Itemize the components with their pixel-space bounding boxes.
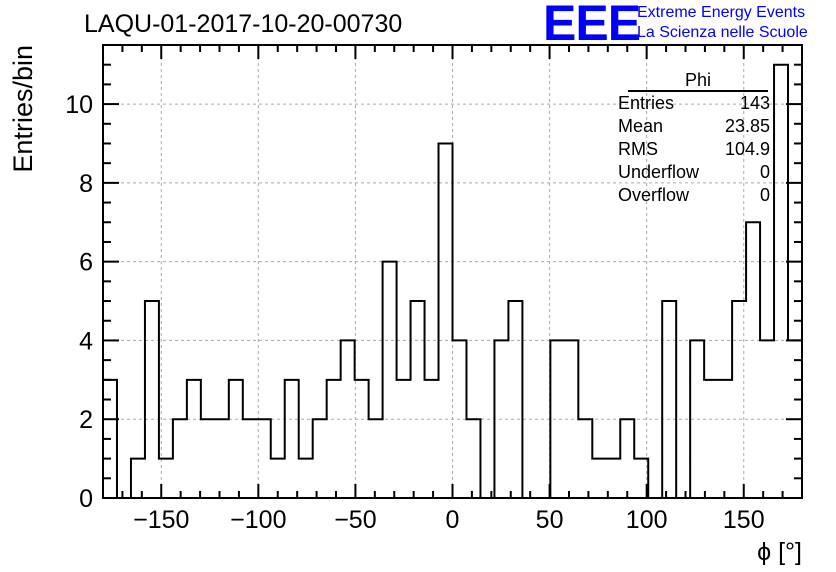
stats-row-underflow: Underflow 0: [610, 161, 778, 184]
histogram-bin: [662, 301, 676, 498]
histogram-bin: [327, 380, 341, 498]
stats-row-mean: Mean 23.85: [610, 115, 778, 138]
stats-label: RMS: [618, 139, 658, 159]
x-tick-label: 0: [446, 506, 460, 534]
histogram-bin: [704, 380, 718, 498]
histogram-bin: [397, 380, 411, 498]
x-tick-label: −150: [133, 506, 189, 534]
stats-label: Entries: [618, 93, 675, 113]
stats-value: 0: [759, 185, 770, 205]
histogram-bin: [592, 459, 606, 498]
stats-row-entries: Entries 143: [610, 92, 778, 115]
plot-title: LAQU-01-2017-10-20-00730: [84, 10, 403, 38]
y-tick-label: 8: [79, 170, 93, 198]
logo-caption-line-2: La Scienza nelle Scuole: [637, 24, 808, 41]
histogram-bin: [718, 380, 732, 498]
histogram-bin: [201, 419, 215, 498]
stats-label: Overflow: [618, 185, 690, 205]
stats-value: 143: [739, 93, 770, 113]
stats-row-rms: RMS 104.9: [610, 138, 778, 161]
stats-label: Mean: [618, 116, 664, 136]
y-tick-label: 0: [79, 485, 93, 513]
x-axis-label: ϕ [°]: [757, 538, 802, 566]
histogram-bin: [578, 419, 592, 498]
histogram-bin: [131, 459, 145, 498]
stats-label: Underflow: [618, 162, 700, 182]
x-tick-label: 100: [626, 506, 668, 534]
histogram-bin: [299, 459, 313, 498]
eee-logo: EEE: [543, 0, 641, 51]
stats-title: Phi: [628, 70, 768, 92]
histogram-bin: [620, 419, 634, 498]
histogram-bin: [313, 419, 327, 498]
y-tick-label: 4: [79, 327, 93, 355]
histogram-bin: [145, 301, 159, 498]
histogram-bin: [173, 419, 187, 498]
logo-caption: Extreme Energy Events La Scienza nelle S…: [637, 3, 808, 43]
y-tick-label: 6: [79, 249, 93, 277]
histogram-bin: [187, 380, 201, 498]
y-axis-label: Entries/bin: [8, 45, 38, 173]
histogram-outline: [102, 63, 803, 499]
histogram-bin: [508, 301, 522, 498]
stats-box: Phi Entries 143 Mean 23.85 RMS 104.9 Underf…: [610, 70, 778, 207]
histogram-bin: [466, 419, 480, 498]
y-tick-label: 10: [65, 91, 93, 119]
histogram-bin: [355, 380, 369, 498]
logo-caption-line-1: Extreme Energy Events: [637, 4, 806, 21]
stats-value: 23.85: [724, 116, 770, 136]
histogram-bin: [285, 380, 299, 498]
histogram-bin: [383, 262, 397, 498]
x-tick-label: 50: [536, 506, 564, 534]
histogram-bin: [411, 301, 425, 498]
histogram-bin: [425, 380, 439, 498]
histogram-bin: [746, 222, 760, 498]
histogram-bin: [439, 143, 453, 498]
stats-value: 104.9: [724, 139, 770, 159]
histogram-bin: [229, 380, 243, 498]
x-tick-label: −100: [230, 506, 286, 534]
histogram-bin: [243, 419, 257, 498]
stats-row-overflow: Overflow 0: [610, 184, 778, 207]
x-tick-label: 150: [723, 506, 765, 534]
y-tick-label: 2: [79, 406, 93, 434]
histogram-bin: [550, 340, 564, 498]
histogram-bin: [215, 419, 229, 498]
stats-value: 0: [759, 162, 770, 182]
x-tick-label: −50: [334, 506, 376, 534]
histogram-bin: [341, 340, 355, 498]
histogram-bin: [369, 419, 383, 498]
